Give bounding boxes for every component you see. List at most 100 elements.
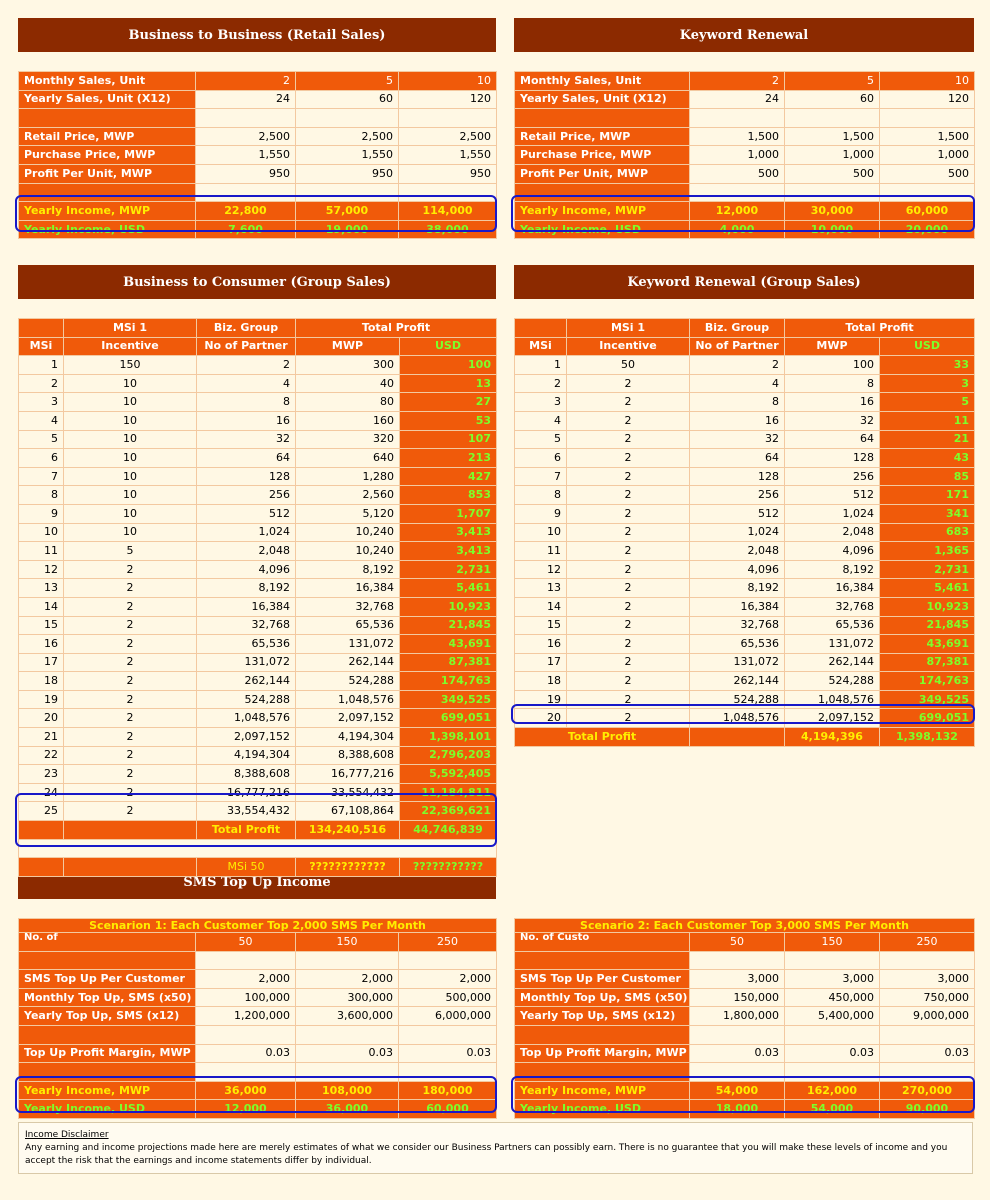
row-label: Retail Price, MWP [18,126,196,147]
msi-cell: 16 [18,634,64,654]
table-row: 17 2 131,072 262,144 87,381 [514,652,975,673]
value-cell: 1,800,000 [689,1006,785,1026]
incentive-cell: 2 [566,485,690,505]
table-row: 7 10 128 1,280 427 [18,466,497,487]
disclaimer-text: Any earning and income projections made … [25,1143,948,1166]
usd-cell: 5,461 [399,578,497,598]
value-cell: 6,000,000 [397,1006,498,1026]
incentive-cell: 10 [63,485,197,505]
yearly-income-usd-row: Yearly Income, USD 18,000 54,000 90,000 [514,1099,975,1119]
value-cell: 10,000 [784,219,880,240]
value-cell: 36,000 [195,1080,296,1101]
mwp-cell: 512 [784,485,880,505]
value-cell: 950 [295,163,399,184]
total-mwp: 134,240,516 [295,820,400,840]
value-cell: 120 [398,89,497,110]
row-label [18,1062,196,1082]
partner-cell: 16 [689,410,785,431]
value-cell: 1,000 [879,145,975,165]
mwp-cell: 16 [784,392,880,412]
partner-cell: 1,024 [196,522,296,543]
mwp-cell: 16,384 [295,578,400,598]
empty-cell [63,857,197,877]
value-cell: 750,000 [879,987,975,1008]
partner-cell: 4 [196,373,296,394]
value-cell: 1,500 [689,126,785,147]
value-cell: 10 [398,71,497,91]
msi-cell: 22 [18,745,64,766]
value-cell: 22,800 [195,201,296,221]
header-row: MSi Incentive No of Partner MWP USD [514,336,975,357]
header-partner: No of Partner [196,336,296,357]
yearly-topup-row: Yearly Top Up, SMS (x12) 1,200,000 3,600,0… [18,1006,498,1026]
row-label: Yearly Income, MWP [18,201,196,221]
mwp-cell: 2,048 [784,522,880,543]
partner-cell: 2 [689,355,785,375]
partner-cell: 16,384 [689,596,785,617]
msi-cell: 13 [514,578,567,598]
empty-cell [689,1024,785,1045]
row-label: Yearly Income, USD [514,1099,690,1119]
mwp-cell: 4,194,304 [295,727,400,747]
usd-cell: 699,051 [879,708,975,729]
mwp-cell: 640 [295,448,400,468]
value-cell: 19,000 [295,219,399,240]
header-usd: USD [399,336,497,357]
mwp-cell: 10,240 [295,522,400,543]
usd-cell: 13 [399,373,497,394]
incentive-cell: 2 [63,708,197,729]
empty-cell [18,820,64,840]
spacer-row [18,950,498,971]
partner-cell: 1,048,576 [689,708,785,729]
empty-cell [398,182,497,203]
scenario-title: Scenario 2: Each Customer Top 3,000 SMS … [514,918,975,933]
incentive-cell: 2 [63,801,197,822]
msi50-label: MSi 50 [196,857,296,877]
msi-cell: 14 [18,596,64,617]
header-mwp: MWP [295,336,400,357]
msi-cell: 11 [514,541,567,561]
row-label: Profit Per Unit, MWP [514,163,690,184]
profit-per-unit-row: Profit Per Unit, MWP 950 950 950 [18,163,497,184]
incentive-cell: 10 [63,466,197,487]
table-row: 18 2 262,144 524,288 174,763 [514,671,975,691]
table-row: 11 2 2,048 4,096 1,365 [514,541,975,561]
msi-cell: 3 [514,392,567,412]
value-cell: 2,500 [398,126,497,147]
msi-cell: 1 [18,355,64,375]
table-row: 14 2 16,384 32,768 10,923 [514,596,975,617]
value-cell: 162,000 [784,1080,880,1101]
msi50-usd: ??????????? [399,857,497,877]
usd-cell: 174,763 [399,671,497,691]
usd-cell: 1,365 [879,541,975,561]
row-label: Yearly Income, USD [514,219,690,240]
usd-cell: 21 [879,429,975,450]
keyword-renewal-table: Monthly Sales, Unit 2 5 10 Yearly Sales, Uni… [514,71,975,240]
total-label: Total Profit [196,820,296,840]
value-cell: 120 [879,89,975,110]
empty-cell [879,108,975,128]
usd-cell: 85 [879,466,975,487]
income-disclaimer: Income Disclaimer Any earning and income… [18,1122,973,1174]
table-row: 2 10 4 40 13 [18,373,497,394]
partner-cell: 2,097,152 [196,727,296,747]
mwp-cell: 2,560 [295,485,400,505]
partner-cell: 4 [689,373,785,394]
b2b-title: Business to Business (Retail Sales) [18,18,496,52]
mwp-cell: 8,192 [295,559,400,580]
value-cell: 3,000 [689,969,785,989]
usd-cell: 22,369,621 [399,801,497,822]
monthly-topup-row: Monthly Top Up, SMS (x50) 100,000 300,000 5… [18,987,498,1008]
empty-cell [879,182,975,203]
mwp-cell: 1,280 [295,466,400,487]
table-row: 5 2 32 64 21 [514,429,975,450]
value-cell: 20,000 [879,219,975,240]
value-cell: 90,000 [879,1099,975,1119]
mwp-cell: 32,768 [295,596,400,617]
row-label: Profit Per Unit, MWP [18,163,196,184]
incentive-cell: 2 [566,652,690,673]
row-label: Yearly Top Up, SMS (x12) [18,1006,196,1026]
usd-cell: 21,845 [399,615,497,636]
table-row: 20 2 1,048,576 2,097,152 699,051 [514,708,975,729]
value-cell: 1,500 [879,126,975,147]
